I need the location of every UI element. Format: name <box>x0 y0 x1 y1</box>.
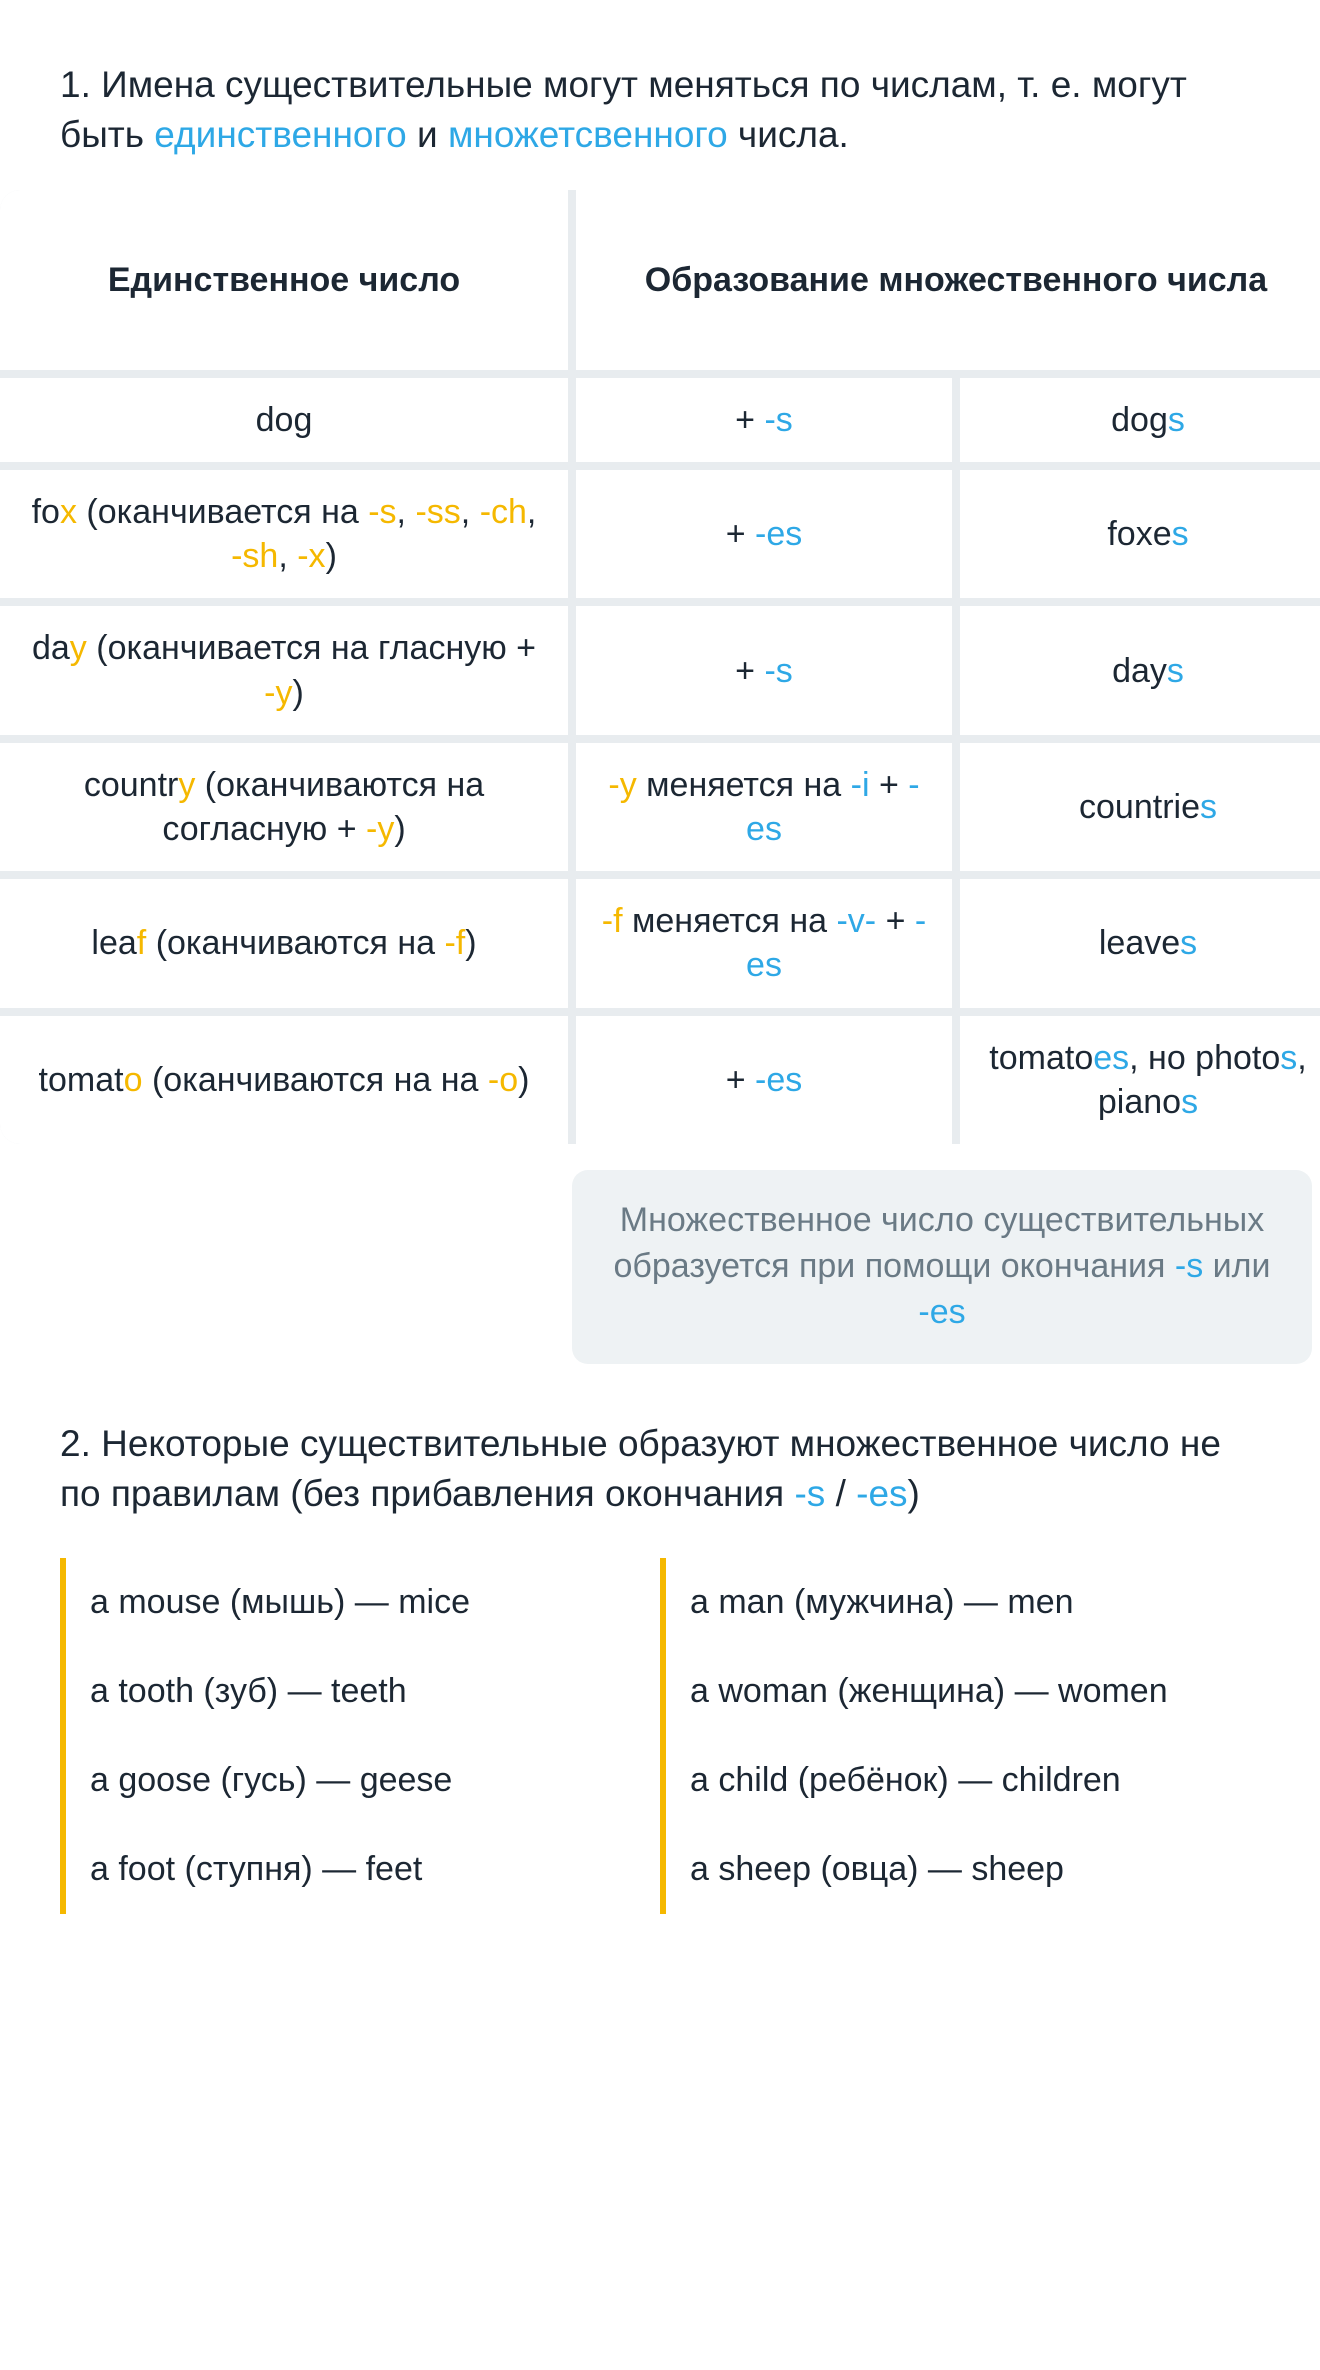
irregular-item: a mouse (мышь) — mice <box>90 1558 660 1647</box>
note-box: Множественное число существительных обра… <box>572 1170 1312 1364</box>
irregular-item: a goose (гусь) — geese <box>90 1736 660 1825</box>
intro-mid: и <box>407 114 448 155</box>
intro-text: 1. Имена существительные могут меняться … <box>0 60 1320 190</box>
table-cell-singular: dog <box>0 378 568 462</box>
table-cell-rule: + -es <box>576 470 952 598</box>
table-cell-rule: + -es <box>576 1016 952 1144</box>
irregular-item: a man (мужчина) — men <box>690 1558 1260 1647</box>
table-cell-singular: country (оканчиваются на согласную + -y) <box>0 743 568 871</box>
table-cell-singular: day (оканчивается на гласную + -y) <box>0 606 568 734</box>
table-cell-plural: leaves <box>960 879 1320 1007</box>
irregular-col-right: a man (мужчина) — mena woman (женщина) —… <box>660 1558 1260 1913</box>
table-header-plural: Образование множественного числа <box>576 190 1320 370</box>
irregular-col-left: a mouse (мышь) — micea tooth (зуб) — tee… <box>60 1558 660 1913</box>
irregular-item: a tooth (зуб) — teeth <box>90 1647 660 1736</box>
plural-table: Единственное числоОбразование множествен… <box>0 190 1320 1144</box>
table-cell-singular: fox (оканчивается на -s, -ss, -ch, -sh, … <box>0 470 568 598</box>
intro2-text: 2. Некоторые существительные образуют мн… <box>0 1364 1320 1559</box>
table-cell-plural: foxes <box>960 470 1320 598</box>
table-cell-singular: tomato (оканчиваются на на -o) <box>0 1016 568 1144</box>
table-cell-plural: days <box>960 606 1320 734</box>
table-cell-rule: -y меняется на -i + -es <box>576 743 952 871</box>
table-header-singular: Единственное число <box>0 190 568 370</box>
irregular-item: a woman (женщина) — women <box>690 1647 1260 1736</box>
page: 1. Имена существительные могут меняться … <box>0 0 1320 1994</box>
irregular-item: a foot (ступня) — feet <box>90 1825 660 1914</box>
table-cell-plural: tomatoes, но photos, pianos <box>960 1016 1320 1144</box>
table-cell-singular: leaf (оканчиваются на -f) <box>0 879 568 1007</box>
table-cell-plural: countries <box>960 743 1320 871</box>
table-cell-plural: dogs <box>960 378 1320 462</box>
irregular-item: a sheep (овца) — sheep <box>690 1825 1260 1914</box>
intro-suffix: числа. <box>728 114 849 155</box>
table-cell-rule: -f меняется на -v- + -es <box>576 879 952 1007</box>
intro-hl1: единственного <box>154 114 406 155</box>
table-cell-rule: + -s <box>576 378 952 462</box>
intro-hl2: множетсвенного <box>448 114 728 155</box>
table-cell-rule: + -s <box>576 606 952 734</box>
irregular-item: a child (ребёнок) — children <box>690 1736 1260 1825</box>
irregular-lists: a mouse (мышь) — micea tooth (зуб) — tee… <box>0 1558 1320 1913</box>
